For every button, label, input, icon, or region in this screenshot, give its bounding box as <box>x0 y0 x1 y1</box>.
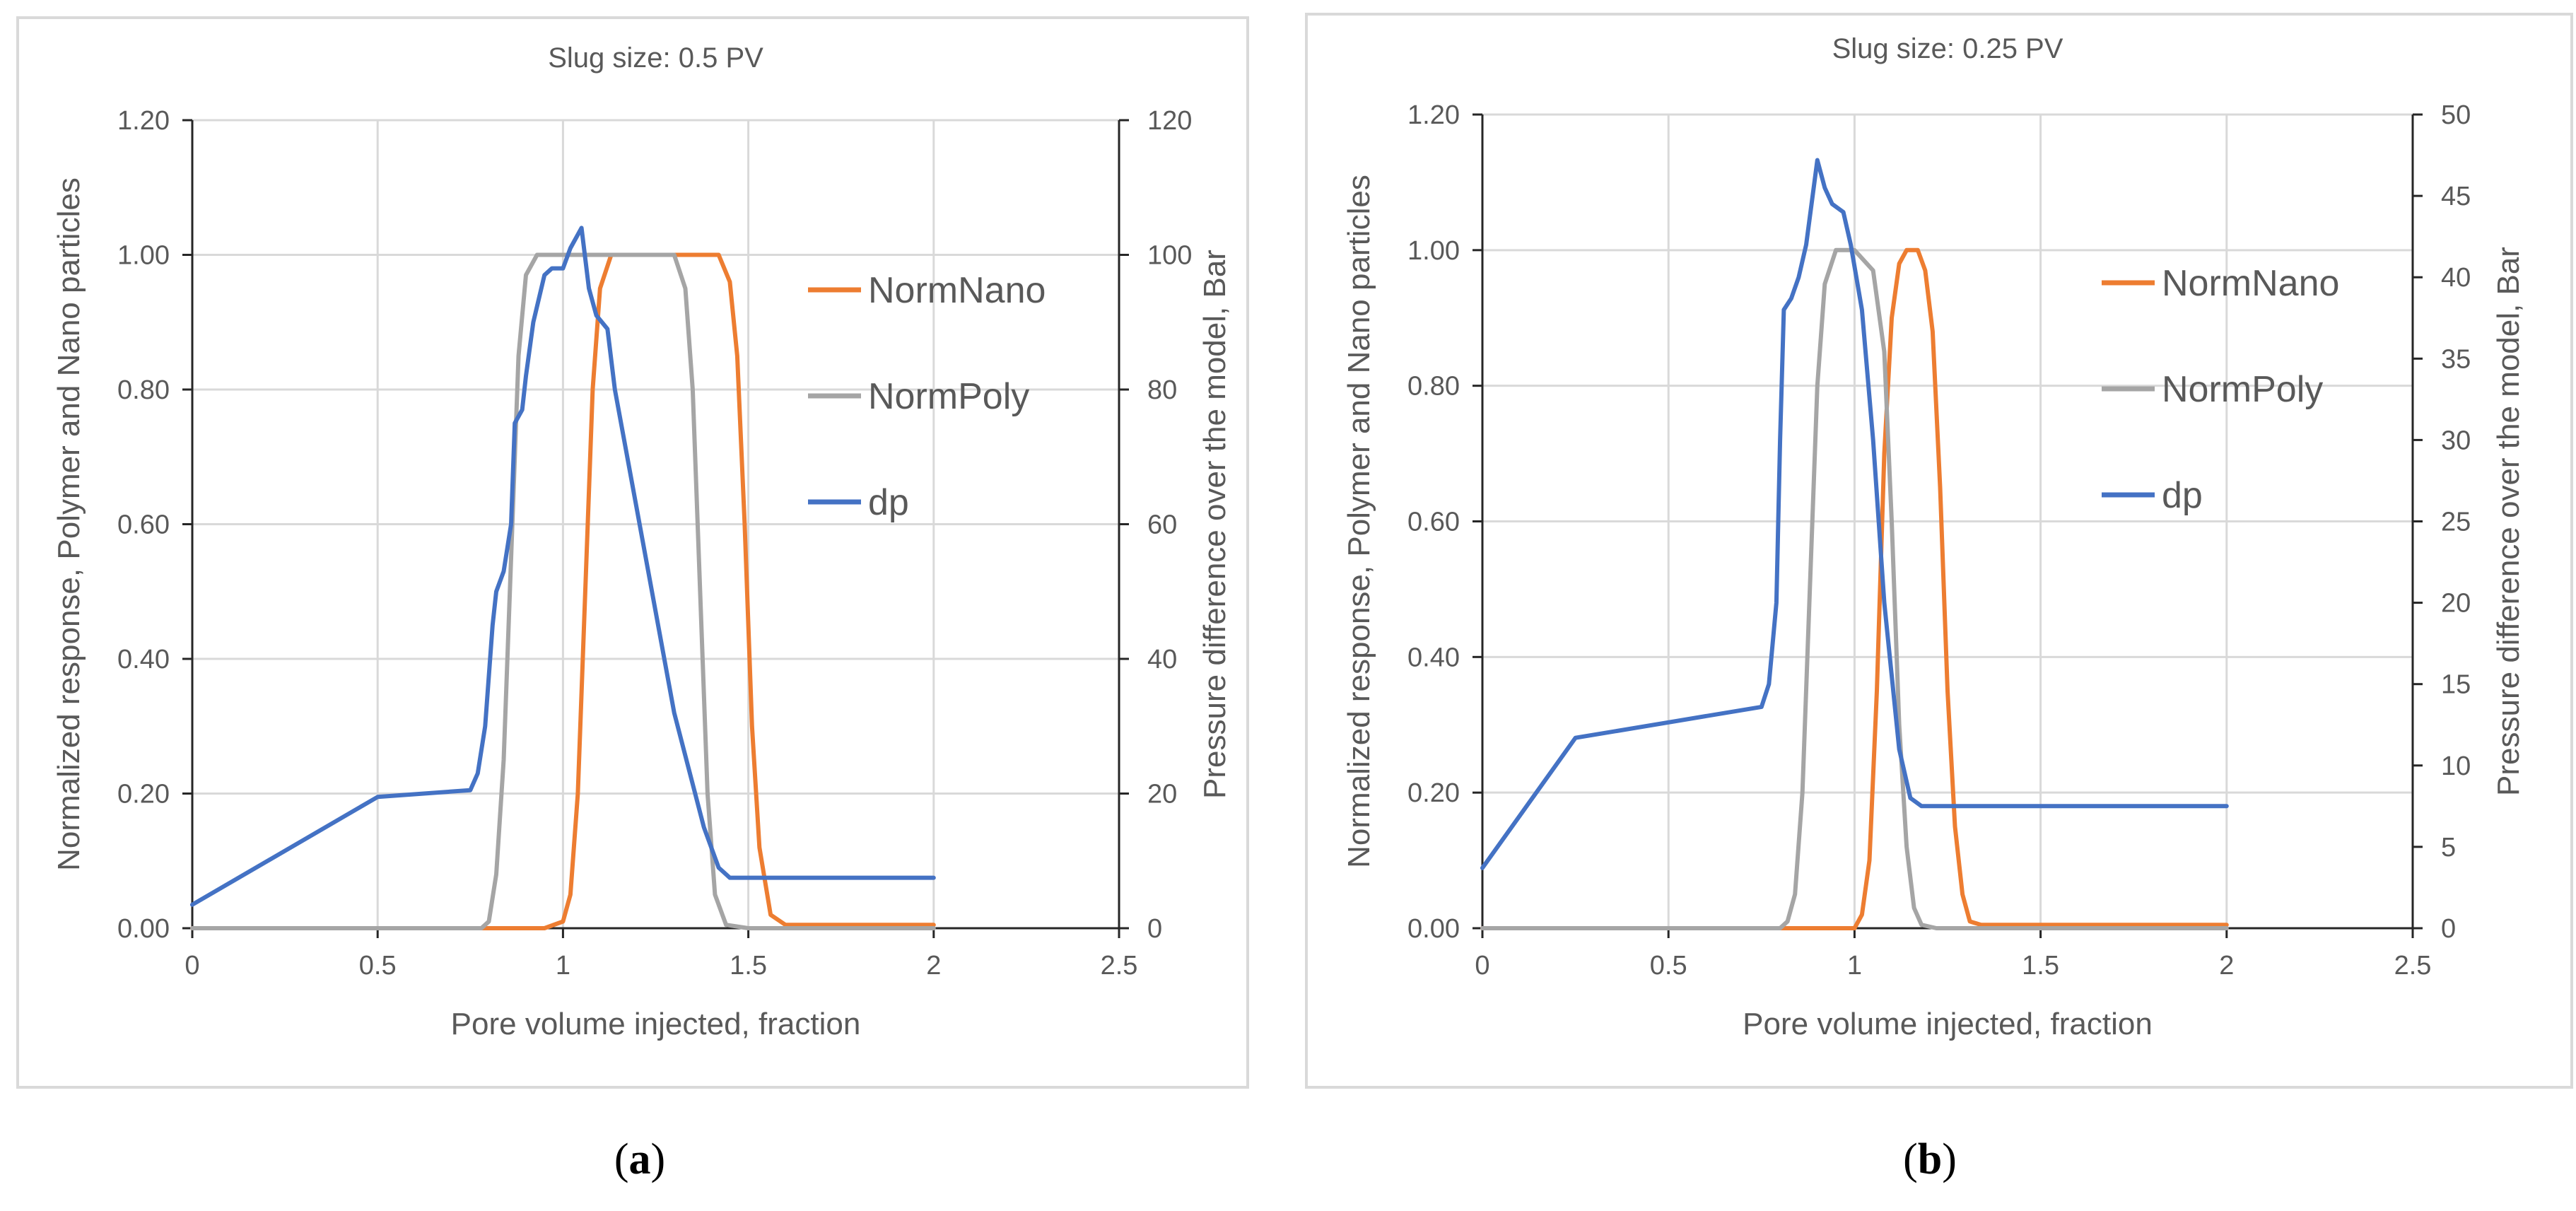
legend-label-dp: dp <box>2162 475 2203 516</box>
y2-axis-title: Pressure difference over the model, Bar <box>1198 250 1232 799</box>
x-tick-label: 0.5 <box>359 951 397 981</box>
legend-label-normnano: NormNano <box>868 270 1046 311</box>
y-tick-label: 0.40 <box>117 645 170 674</box>
y2-tick-label: 0 <box>1147 914 1162 944</box>
y-tick-label: 1.20 <box>117 106 170 136</box>
y2-axis-title: Pressure difference over the model, Bar <box>2491 247 2526 796</box>
x-axis-title: Pore volume injected, fraction <box>451 1007 861 1041</box>
y2-tick-label: 10 <box>2441 751 2471 781</box>
x-tick-label: 1.5 <box>2022 951 2059 981</box>
x-tick-label: 2.5 <box>2394 951 2432 981</box>
y2-tick-label: 45 <box>2441 182 2471 211</box>
caption-b-label: b <box>1917 1135 1943 1183</box>
y2-tick-label: 25 <box>2441 508 2471 537</box>
chart-panel-a: 0.000.200.400.600.801.001.20020406080100… <box>16 16 1249 1089</box>
y-tick-label: 0.80 <box>117 375 170 405</box>
y2-tick-label: 100 <box>1147 241 1192 271</box>
y2-tick-label: 50 <box>2441 100 2471 130</box>
series-line-normpoly <box>190 252 936 930</box>
series-line-dp <box>1480 158 2229 870</box>
y-tick-label: 0.40 <box>1407 643 1460 672</box>
y2-tick-label: 40 <box>2441 263 2471 293</box>
chart-frame <box>16 16 1249 1089</box>
legend: NormNano NormPoly dp <box>808 270 1046 523</box>
y-tick-label: 1.00 <box>117 241 170 271</box>
x-tick-label: 2.5 <box>1101 951 1138 981</box>
legend-label-normpoly: NormPoly <box>2162 369 2323 410</box>
legend-label-dp: dp <box>868 482 909 523</box>
y-tick-label: 0.60 <box>117 510 170 540</box>
y2-tick-label: 80 <box>1147 375 1177 405</box>
y-tick-label: 0.20 <box>117 780 170 809</box>
legend-label-normnano: NormNano <box>2162 263 2339 304</box>
y2-tick-label: 5 <box>2441 833 2456 862</box>
y2-tick-label: 20 <box>2441 589 2471 619</box>
x-tick-label: 1 <box>1847 951 1862 981</box>
x-tick-label: 1 <box>556 951 570 981</box>
x-tick-label: 0.5 <box>1650 951 1687 981</box>
chart-panel-b: 0.000.200.400.600.801.001.20051015202530… <box>1305 13 2573 1089</box>
y2-tick-label: 60 <box>1147 510 1177 540</box>
chart-frame <box>1305 13 2573 1089</box>
series-line-dp <box>190 226 936 907</box>
chart-title: Slug size: 0.25 PV <box>1832 33 2063 64</box>
caption-b: (b) <box>1903 1135 1957 1183</box>
x-tick-label: 0 <box>1475 951 1489 981</box>
caption-a-label: a <box>628 1135 651 1183</box>
y2-tick-label: 30 <box>2441 426 2471 455</box>
chart-title: Slug size: 0.5 PV <box>548 42 763 74</box>
y-axis-title: Normalized response, Polymer and Nano pa… <box>1342 175 1376 868</box>
y2-tick-label: 35 <box>2441 344 2471 374</box>
y-tick-label: 0.00 <box>1407 914 1460 944</box>
x-tick-label: 1.5 <box>730 951 767 981</box>
legend-label-normpoly: NormPoly <box>868 376 1029 417</box>
y2-tick-label: 20 <box>1147 780 1177 809</box>
x-axis-title: Pore volume injected, fraction <box>1743 1007 2153 1041</box>
caption-a: (a) <box>614 1135 666 1183</box>
y2-tick-label: 120 <box>1147 106 1192 136</box>
y-axis-title: Normalized response, Polymer and Nano pa… <box>52 177 86 871</box>
series-line-normnano <box>1480 247 2229 930</box>
y-tick-label: 1.00 <box>1407 236 1460 266</box>
y2-tick-label: 15 <box>2441 670 2471 700</box>
x-tick-label: 2 <box>926 951 941 981</box>
y2-tick-label: 0 <box>2441 914 2456 944</box>
y-tick-label: 0.60 <box>1407 508 1460 537</box>
y2-tick-label: 40 <box>1147 645 1177 674</box>
y-tick-label: 1.20 <box>1407 100 1460 130</box>
x-tick-label: 2 <box>2219 951 2234 981</box>
legend: NormNano NormPoly dp <box>2102 263 2339 516</box>
series-line-normpoly <box>1480 247 2229 930</box>
y-tick-label: 0.00 <box>117 914 170 944</box>
x-tick-label: 0 <box>185 951 199 981</box>
y-tick-label: 0.80 <box>1407 372 1460 402</box>
y-tick-label: 0.20 <box>1407 778 1460 808</box>
